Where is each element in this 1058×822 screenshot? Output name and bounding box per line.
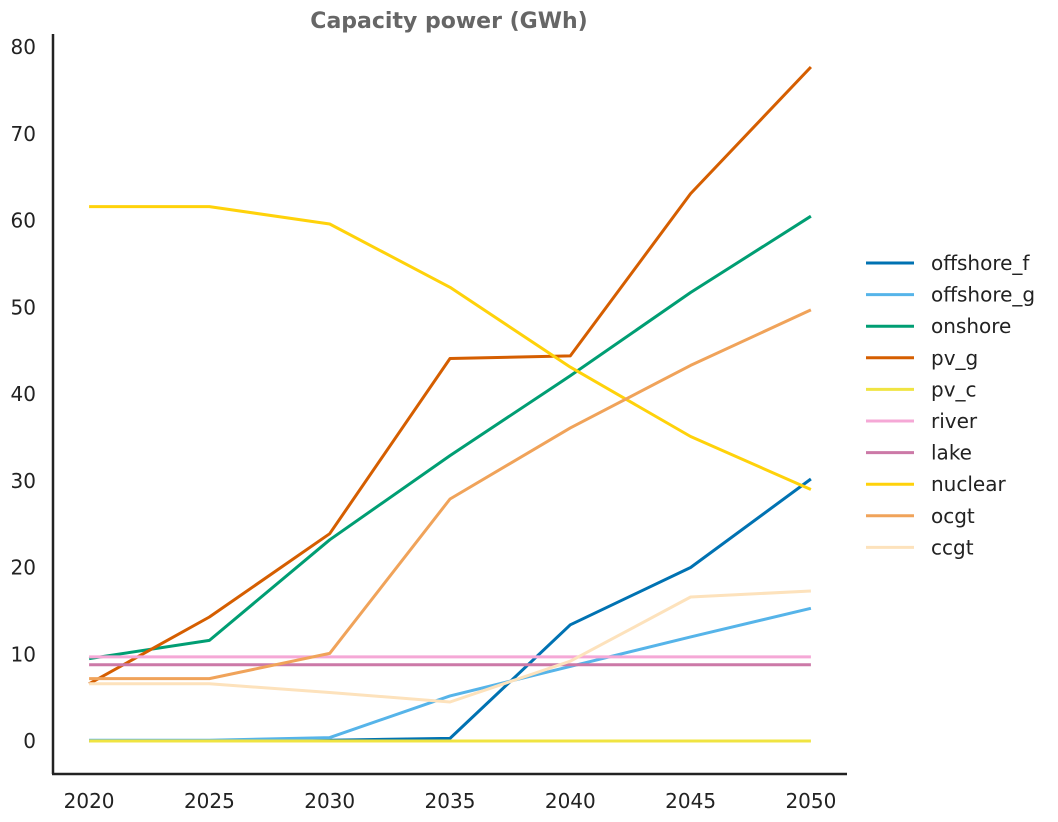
- y-tick-label: 70: [11, 122, 36, 146]
- x-tick-label: 2045: [665, 789, 716, 813]
- series-line-ocgt: [89, 308, 812, 681]
- x-tick-labels: 2020 2025 2030 2035 2040 2045 2050: [64, 789, 837, 813]
- x-tick-label: 2030: [304, 789, 355, 813]
- legend-item-ccgt: ccgt: [866, 535, 974, 559]
- legend-item-offshore-g: offshore_g: [866, 283, 1035, 307]
- x-tick-label: 2035: [425, 789, 476, 813]
- x-tick-label: 2050: [785, 789, 836, 813]
- y-tick-label: 80: [11, 35, 36, 59]
- x-tick-label: 2025: [184, 789, 235, 813]
- series-line-pv-g: [88, 65, 812, 686]
- legend-item-onshore: onshore: [866, 314, 1011, 338]
- legend-label: ocgt: [931, 504, 975, 528]
- y-tick-label: 10: [11, 642, 36, 666]
- legend-label: pv_c: [931, 377, 977, 401]
- legend-item-ocgt: ocgt: [866, 504, 975, 528]
- y-tick-labels: 0 10 20 30 40 50 60 70 80: [11, 35, 36, 753]
- legend-label: ccgt: [931, 535, 974, 559]
- legend-label: offshore_f: [931, 251, 1030, 275]
- series-line-offshore-g: [89, 606, 812, 742]
- legend-label: river: [931, 409, 978, 433]
- series-line-ccgt: [89, 589, 811, 704]
- y-tick-label: 30: [11, 469, 36, 493]
- series-line-onshore: [88, 214, 812, 661]
- legend-item-pv-c: pv_c: [866, 377, 977, 401]
- x-tick-label: 2020: [64, 789, 115, 813]
- chart-title: Capacity power (GWh): [310, 9, 587, 34]
- y-tick-label: 20: [11, 556, 36, 580]
- series-line-nuclear: [89, 205, 812, 491]
- legend-item-river: river: [866, 409, 978, 433]
- legend-item-lake: lake: [866, 441, 972, 465]
- y-tick-label: 60: [11, 209, 36, 233]
- legend-label: onshore: [931, 314, 1011, 338]
- legend-item-pv-g: pv_g: [866, 346, 978, 370]
- y-tick-label: 0: [23, 729, 36, 753]
- y-tick-label: 50: [11, 295, 36, 319]
- legend-label: lake: [931, 441, 972, 465]
- legend-item-offshore-f: offshore_f: [866, 251, 1030, 275]
- legend-label: pv_g: [931, 346, 978, 370]
- series-layer: [88, 65, 812, 743]
- legend-label: nuclear: [931, 472, 1006, 496]
- legend-label: offshore_g: [931, 283, 1035, 307]
- legend-item-nuclear: nuclear: [866, 472, 1006, 496]
- x-tick-label: 2040: [545, 789, 596, 813]
- y-tick-label: 40: [11, 382, 36, 406]
